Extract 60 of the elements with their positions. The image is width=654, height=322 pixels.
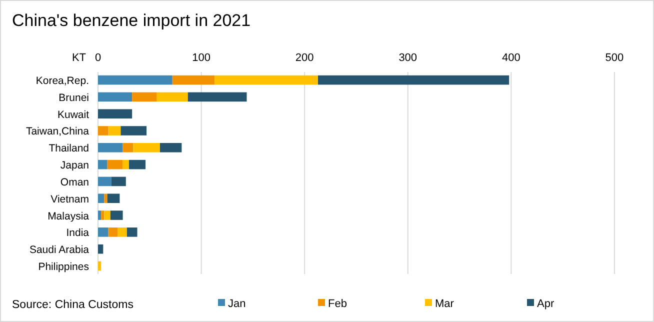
bar: [98, 126, 108, 136]
y-tick-label: Thailand: [48, 142, 90, 155]
bar: [98, 92, 132, 102]
y-tick-label: Vietnam: [50, 193, 90, 206]
chart-title: China's benzene import in 2021: [12, 11, 251, 30]
y-tick-label: Brunei: [58, 92, 89, 104]
y-tick-label: Taiwan,China: [26, 126, 90, 138]
y-tick-label: Philippines: [38, 260, 89, 273]
x-tick-label: 200: [295, 52, 314, 64]
y-tick-label: Japan: [60, 160, 90, 172]
legend-label: Mar: [435, 298, 454, 310]
x-axis-title: KT: [72, 52, 86, 64]
bar: [104, 194, 108, 204]
legend-label: Feb: [328, 298, 347, 310]
bar: [110, 210, 123, 220]
y-tick-label: Korea,Rep.: [36, 75, 89, 88]
bar: [108, 126, 121, 136]
bar: [122, 160, 129, 170]
legend-label: Jan: [228, 298, 246, 310]
bar: [98, 160, 108, 170]
bar: [98, 244, 104, 254]
bar: [120, 126, 147, 136]
bar: [108, 228, 118, 237]
bar: [133, 142, 160, 152]
bar: [118, 228, 127, 237]
bar: [98, 176, 112, 186]
source-note: Source: China Customs: [12, 299, 134, 311]
bar: [98, 261, 102, 271]
x-tick-label: 500: [605, 52, 624, 64]
bar: [156, 92, 188, 102]
bar: [160, 142, 182, 152]
legend-label: Apr: [537, 298, 554, 310]
bar: [132, 92, 157, 102]
y-tick-label: Saudi Arabia: [29, 244, 90, 256]
bar: [98, 228, 108, 237]
bar: [104, 210, 110, 220]
bar: [126, 228, 138, 237]
bar: [111, 176, 126, 186]
bar: [188, 92, 247, 102]
bar: [214, 75, 318, 85]
bar: [172, 75, 215, 85]
bar: [98, 142, 123, 152]
bar: [318, 75, 510, 85]
bar: [98, 210, 102, 220]
x-tick-label: 400: [502, 52, 520, 64]
bar: [107, 160, 123, 170]
x-tick-label: 0: [94, 52, 102, 64]
bar: [98, 75, 172, 85]
y-tick-label: India: [66, 227, 90, 240]
bar: [101, 210, 104, 220]
bar: [107, 194, 120, 204]
x-tick-label: 100: [192, 52, 210, 64]
y-tick-label: Oman: [60, 176, 90, 188]
bar: [98, 194, 104, 204]
bar: [98, 109, 132, 118]
y-tick-label: Malaysia: [48, 210, 90, 222]
y-tick-label: Kuwait: [57, 108, 90, 121]
bar: [128, 160, 146, 170]
bar: [122, 142, 134, 152]
x-tick-label: 300: [398, 52, 418, 64]
